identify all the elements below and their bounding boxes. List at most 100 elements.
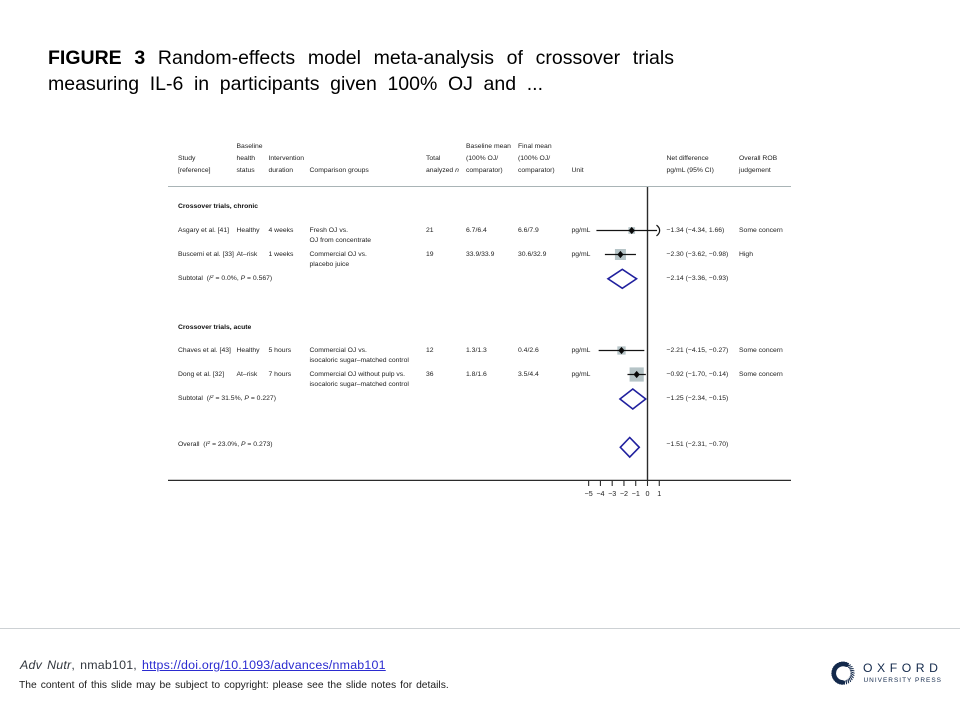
unit-value: pg/mL bbox=[571, 347, 591, 354]
col-header-total-analyzed: Total analyzed n bbox=[426, 153, 459, 176]
text-segment: Random-effects model meta-analysis of cr… bbox=[145, 47, 674, 69]
axis-tick-label: 1 bbox=[657, 489, 661, 498]
oup-swirl-crescent bbox=[831, 661, 849, 685]
final-mean: 30.6/32.9 bbox=[518, 251, 547, 258]
col-header-duration: Intervention duration bbox=[268, 155, 305, 174]
copyright-note: The content of this slide may be subject… bbox=[19, 680, 449, 691]
section-label-chronic: Crossover trials, chronic bbox=[178, 202, 259, 210]
weight-box bbox=[629, 367, 644, 382]
axis-tick-label: −3 bbox=[608, 489, 616, 498]
study-label: Chaves et al. [43] bbox=[178, 347, 231, 354]
final-mean: 0.4/2.6 bbox=[518, 347, 539, 354]
net-difference: −2.21 (−4.15, −0.27) bbox=[666, 347, 729, 354]
health-status: At–risk bbox=[236, 251, 258, 258]
oup-press-label: UNIVERSITY PRESS bbox=[863, 676, 942, 684]
overall-label: Overall (I2 = 23.0%, P = 0.273) bbox=[178, 440, 273, 451]
col-header-comparison: Comparison groups bbox=[309, 166, 369, 174]
col-header-final-mean: Final mean (100% OJ/ comparator) bbox=[518, 143, 555, 174]
total-analyzed: 19 bbox=[426, 251, 434, 258]
comparison-groups: Commercial OJ vs. placebo juice bbox=[309, 251, 367, 268]
citation-line: Adv Nutr, nmab101, https://doi.org/10.10… bbox=[20, 658, 386, 672]
figure-caption-line-2: measuring IL-6 in participants given 100… bbox=[48, 71, 543, 97]
text-segment: P bbox=[244, 395, 249, 402]
oup-logo: OXFORD UNIVERSITY PRESS bbox=[826, 656, 946, 692]
net-difference: −0.92 (−1.70, −0.14) bbox=[666, 371, 729, 378]
text-segment: 2 bbox=[210, 395, 214, 400]
unit-value: pg/mL bbox=[571, 371, 591, 378]
total-analyzed: 21 bbox=[426, 227, 434, 234]
summary-diamond bbox=[606, 268, 638, 290]
net-difference: −1.51 (−2.31, −0.70) bbox=[666, 441, 729, 449]
health-status: Healthy bbox=[236, 347, 260, 354]
comparison-groups: Fresh OJ vs. OJ from concentrate bbox=[309, 227, 372, 244]
point-estimate-marker bbox=[628, 226, 635, 235]
rob-judgement: Some concern bbox=[739, 371, 783, 378]
net-difference: −2.30 (−3.62, −0.98) bbox=[666, 251, 729, 258]
oup-swirl-feather bbox=[848, 677, 852, 683]
text-segment: FIGURE 3 bbox=[48, 47, 146, 69]
text-segment: = 0.0%, bbox=[213, 275, 241, 283]
axis-tick-label: 0 bbox=[646, 489, 650, 498]
col-header-baseline-mean: Baseline mean (100% OJ/ comparator) bbox=[466, 143, 511, 174]
text-segment: = 31.5%, bbox=[213, 395, 245, 402]
text-segment: n bbox=[455, 166, 459, 174]
net-difference: −1.25 (−2.34, −0.15) bbox=[666, 395, 729, 402]
subtotal-acute-label: Subtotal (I2 = 31.5%, P = 0.227) bbox=[178, 394, 276, 405]
oup-swirl-feather bbox=[850, 672, 855, 677]
footer-divider bbox=[0, 628, 960, 629]
figure-caption-line-1: FIGURE 3 Random-effects model meta-analy… bbox=[48, 45, 674, 71]
duration: 7 hours bbox=[268, 371, 292, 378]
rob-judgement: Some concern bbox=[739, 347, 783, 354]
oup-swirl-feather bbox=[847, 678, 850, 684]
col-header-health-status: Baseline health status bbox=[236, 143, 263, 174]
subtotal-chronic-label: Subtotal (I2 = 0.0%, P = 0.567) bbox=[178, 274, 272, 285]
point-estimate-marker bbox=[617, 250, 624, 259]
point-estimate-marker bbox=[633, 370, 640, 379]
baseline-mean: 1.8/1.6 bbox=[466, 371, 487, 378]
unit-value: pg/mL bbox=[571, 227, 591, 234]
baseline-mean: 6.7/6.4 bbox=[466, 227, 487, 234]
net-difference: −2.14 (−3.36, −0.93) bbox=[666, 275, 729, 283]
axis-tick-label: −4 bbox=[596, 489, 604, 498]
baseline-mean: 1.3/1.3 bbox=[466, 347, 487, 354]
oup-swirl-feather bbox=[847, 665, 853, 669]
text-segment: = 0.227) bbox=[248, 395, 276, 402]
text-segment: = 0.273) bbox=[245, 441, 273, 449]
duration: 5 hours bbox=[268, 347, 292, 354]
figure-caption: FIGURE 3 Random-effects model meta-analy… bbox=[48, 45, 674, 97]
baseline-mean: 33.9/33.9 bbox=[466, 251, 495, 258]
text-segment: = 23.0%, bbox=[210, 441, 241, 449]
col-header-net-difference: Net difference pg/mL (95% CI) bbox=[666, 155, 714, 174]
oup-swirl-feather bbox=[849, 676, 853, 681]
text-segment: measuring IL-6 in participants given 100… bbox=[48, 73, 543, 95]
text-segment: I bbox=[205, 441, 208, 449]
oup-swirl-feather bbox=[849, 669, 855, 672]
axis-tick-label: −1 bbox=[632, 489, 640, 498]
weight-box bbox=[628, 227, 636, 234]
duration: 1 weeks bbox=[268, 251, 294, 258]
oup-wordmark: OXFORD bbox=[863, 660, 943, 675]
text-segment: Overall ( bbox=[178, 441, 206, 449]
duration: 4 weeks bbox=[268, 227, 294, 234]
col-header-study: Study [reference] bbox=[178, 155, 211, 174]
rob-judgement: High bbox=[739, 251, 753, 258]
col-header-unit: Unit bbox=[571, 166, 584, 174]
oup-swirl-feather bbox=[850, 674, 854, 679]
total-analyzed: 12 bbox=[426, 347, 434, 354]
health-status: At–risk bbox=[236, 371, 258, 378]
text-segment: Adv Nutr bbox=[20, 658, 72, 672]
comparison-groups: Commercial OJ vs. isocaloric sugar–match… bbox=[309, 347, 409, 364]
axis-tick-label: −5 bbox=[585, 489, 593, 498]
health-status: Healthy bbox=[236, 227, 260, 234]
section-label-acute: Crossover trials, acute bbox=[178, 323, 252, 331]
doi-link[interactable]: https://doi.org/10.1093/advances/nmab101 bbox=[142, 658, 386, 672]
text-segment: , nmab101, bbox=[71, 658, 143, 672]
rob-judgement: Some concern bbox=[739, 227, 783, 234]
text-segment: Total analyzed bbox=[426, 155, 454, 174]
weight-box bbox=[614, 249, 626, 260]
study-label: Buscemi et al. [33] bbox=[178, 251, 234, 258]
total-analyzed: 36 bbox=[426, 371, 434, 378]
text-segment: Subtotal ( bbox=[178, 395, 209, 402]
